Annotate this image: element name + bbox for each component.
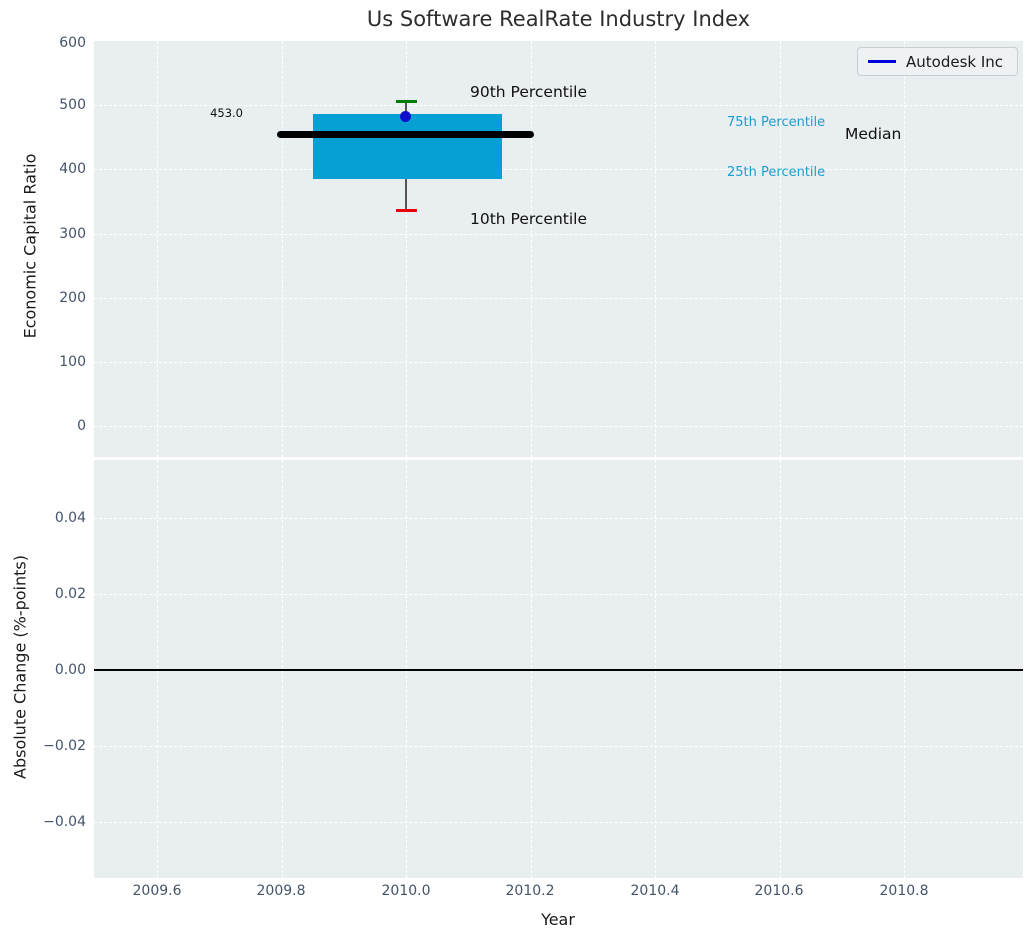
gridline-horizontal [94, 298, 1023, 299]
legend-label: Autodesk Inc [906, 52, 1004, 71]
y-axis-label-bottom: Absolute Change (%-points) [10, 555, 30, 779]
gridline-vertical [655, 41, 656, 457]
ytick-top: 500 [59, 97, 86, 113]
p10-cap [396, 209, 417, 212]
gridline-horizontal [94, 822, 1023, 823]
gridline-vertical [531, 41, 532, 457]
gridline-vertical [904, 41, 905, 457]
ytick-bottom: 0.00 [54, 662, 86, 678]
p90-cap [396, 100, 417, 103]
ytick-top: 300 [59, 226, 86, 242]
ytick-top: 200 [59, 290, 86, 306]
gridline-vertical [157, 41, 158, 457]
xtick: 2010.2 [505, 883, 555, 899]
gridline-horizontal [94, 746, 1023, 747]
gridline-vertical [780, 41, 781, 457]
ytick-top: 600 [59, 35, 86, 51]
xtick: 2010.6 [754, 883, 804, 899]
ytick-bottom: 0.04 [54, 510, 86, 526]
gridline-horizontal [94, 426, 1023, 427]
ytick-top: 400 [59, 161, 86, 177]
gridline-horizontal [94, 594, 1023, 595]
ytick-bottom: −0.02 [43, 738, 86, 754]
median-value-annotation: 453.0 [210, 106, 243, 120]
gridline-vertical [406, 41, 407, 457]
ytick-top: 0 [77, 418, 86, 434]
gridline-horizontal [94, 362, 1023, 363]
ytick-bottom: −0.04 [43, 814, 86, 830]
xtick: 2010.0 [381, 883, 431, 899]
p90-label: 90th Percentile [470, 83, 588, 101]
gridline-horizontal [94, 105, 1023, 106]
top-plot-area: 453.0 90th Percentile 10th Percentile 75… [94, 41, 1023, 457]
percentile-box [313, 114, 502, 179]
legend-line-swatch [868, 60, 896, 63]
gridline-horizontal [94, 234, 1023, 235]
gridline-horizontal [94, 518, 1023, 519]
xtick: 2010.8 [879, 883, 929, 899]
median-line [277, 131, 534, 138]
ytick-top: 100 [59, 354, 86, 370]
zero-line [94, 669, 1023, 671]
legend: Autodesk Inc [857, 47, 1018, 76]
p10-label: 10th Percentile [470, 210, 588, 228]
company-point [400, 111, 411, 122]
x-axis-label: Year [541, 910, 575, 929]
gridline-horizontal [94, 169, 1023, 170]
xtick: 2010.4 [630, 883, 680, 899]
median-label: Median [845, 125, 902, 143]
ytick-bottom: 0.02 [54, 586, 86, 602]
y-axis-label-top: Economic Capital Ratio [20, 153, 40, 339]
p75-label: 75th Percentile [727, 115, 826, 130]
p25-label: 25th Percentile [727, 165, 826, 180]
gridline-vertical [282, 41, 283, 457]
xtick: 2009.8 [256, 883, 306, 899]
xtick: 2009.6 [132, 883, 182, 899]
chart-title: Us Software RealRate Industry Index [366, 7, 751, 31]
bottom-plot-area [94, 460, 1023, 878]
